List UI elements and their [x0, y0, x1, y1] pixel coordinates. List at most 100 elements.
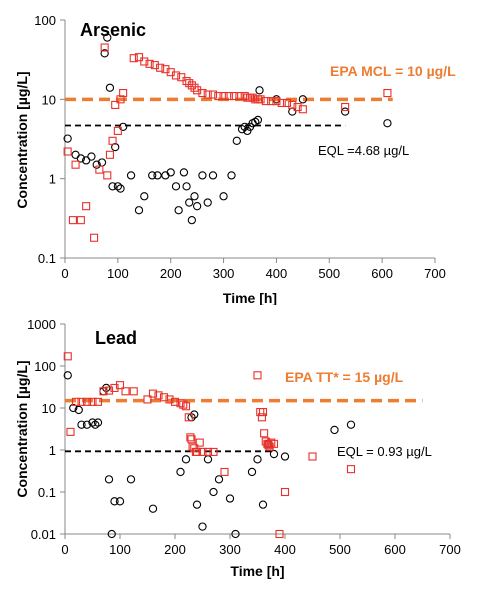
y-axis-label: Concentration [µg/L]: [14, 360, 30, 497]
data-point-circle: [187, 215, 197, 225]
data-point-square: [129, 54, 138, 63]
data-point-circle: [240, 122, 249, 131]
data-point-circle: [243, 126, 252, 136]
data-point-circle: [340, 107, 350, 116]
data-point-square: [93, 397, 103, 406]
data-point-square: [209, 447, 218, 456]
data-point-square: [143, 395, 152, 404]
x-tick-label: 300: [219, 542, 241, 557]
data-point-square: [261, 97, 270, 106]
x-tick-label: 400: [274, 542, 296, 557]
data-point-circle: [383, 119, 392, 128]
data-point-circle: [77, 420, 86, 429]
data-point-square: [99, 387, 108, 396]
data-point-circle: [108, 182, 117, 191]
data-point-circle: [104, 475, 114, 484]
data-point-circle: [115, 497, 125, 506]
data-point-circle: [251, 117, 260, 127]
eql-label: EQL =4.68 µg/L: [318, 143, 409, 158]
data-point-square: [192, 447, 202, 456]
data-point-square: [256, 408, 265, 417]
data-point-square: [214, 91, 223, 101]
data-point-circle: [190, 192, 199, 201]
data-point-circle: [110, 497, 119, 506]
data-point-square: [248, 93, 257, 102]
data-point-circle: [214, 475, 224, 484]
data-point-square: [257, 413, 266, 422]
data-point-square: [145, 59, 154, 68]
data-point-square: [88, 397, 97, 406]
data-point-circle: [76, 154, 86, 163]
data-point-circle: [298, 95, 308, 104]
data-point-circle: [113, 182, 123, 191]
data-point-circle: [346, 420, 356, 429]
data-point-circle: [232, 136, 241, 145]
data-point-circle: [105, 83, 115, 92]
data-point-square: [154, 391, 163, 400]
x-tick-label: 100: [107, 266, 129, 281]
y-tick-label: 10: [42, 92, 56, 107]
data-point-square: [190, 83, 199, 92]
x-axis-label: Time [h]: [230, 563, 284, 579]
data-point-circle: [237, 125, 247, 134]
regulatory-limit-label: EPA TT* = 15 µg/L: [285, 369, 404, 385]
data-point-square: [203, 90, 212, 99]
data-point-circle: [92, 160, 101, 169]
data-point-circle: [185, 198, 194, 207]
data-point-square: [71, 397, 81, 406]
data-point-circle: [253, 115, 263, 125]
data-point-square: [258, 408, 268, 417]
data-point-circle: [203, 455, 213, 464]
data-point-square: [104, 386, 114, 395]
x-tick-label: 100: [109, 542, 131, 557]
x-tick-label: 300: [213, 266, 235, 281]
x-tick-label: 700: [439, 542, 461, 557]
data-point-square: [265, 442, 274, 451]
y-tick-label: 1: [49, 172, 56, 187]
data-point-square: [156, 63, 165, 72]
x-tick-label: 600: [384, 542, 406, 557]
data-point-square: [288, 100, 297, 109]
data-point-square: [100, 43, 109, 52]
data-point-square: [140, 57, 149, 66]
data-point-circle: [258, 500, 268, 509]
data-point-square: [280, 487, 290, 497]
data-point-square: [110, 383, 119, 393]
x-tick-label: 500: [329, 542, 351, 557]
data-point-square: [230, 91, 239, 101]
data-point-square: [184, 413, 193, 422]
data-point-circle: [269, 449, 279, 459]
data-point-square: [193, 86, 202, 95]
data-point-square: [186, 433, 195, 442]
data-point-circle: [192, 202, 202, 211]
data-point-square: [165, 395, 174, 404]
data-point-square: [95, 165, 104, 174]
data-point-circle: [91, 420, 100, 429]
data-point-square: [181, 402, 191, 411]
data-point-circle: [182, 182, 191, 191]
data-point-circle: [103, 33, 112, 42]
data-point-square: [90, 233, 99, 242]
y-tick-label: 10: [42, 401, 56, 416]
data-point-circle: [148, 504, 158, 513]
data-point-square: [108, 136, 117, 145]
data-point-square: [63, 147, 72, 156]
lead-chart: 0 100 200 300 400 500 600 700 0.01 0.1 1 10 100 1000 T…: [14, 317, 461, 579]
data-point-circle: [192, 500, 202, 509]
data-point-square: [187, 81, 196, 90]
data-point-square: [253, 371, 262, 380]
x-tick-label: 0: [61, 266, 68, 281]
data-point-circle: [176, 467, 185, 477]
data-point-square: [341, 102, 350, 112]
data-point-circle: [219, 192, 228, 201]
data-point-circle: [140, 192, 149, 201]
data-point-circle: [87, 152, 96, 161]
data-point-circle: [253, 455, 262, 464]
regulatory-limit-label: EPA MCL = 10 µg/L: [330, 63, 456, 79]
data-point-square: [267, 438, 276, 447]
data-point-circle: [247, 467, 257, 477]
data-point-circle: [81, 156, 91, 165]
data-point-square: [198, 447, 207, 456]
arsenic-chart: 0 100 200 300 400 500 600 700 0.1 1 10 100 Time [h] C…: [14, 13, 456, 305]
data-point-square: [63, 352, 72, 361]
